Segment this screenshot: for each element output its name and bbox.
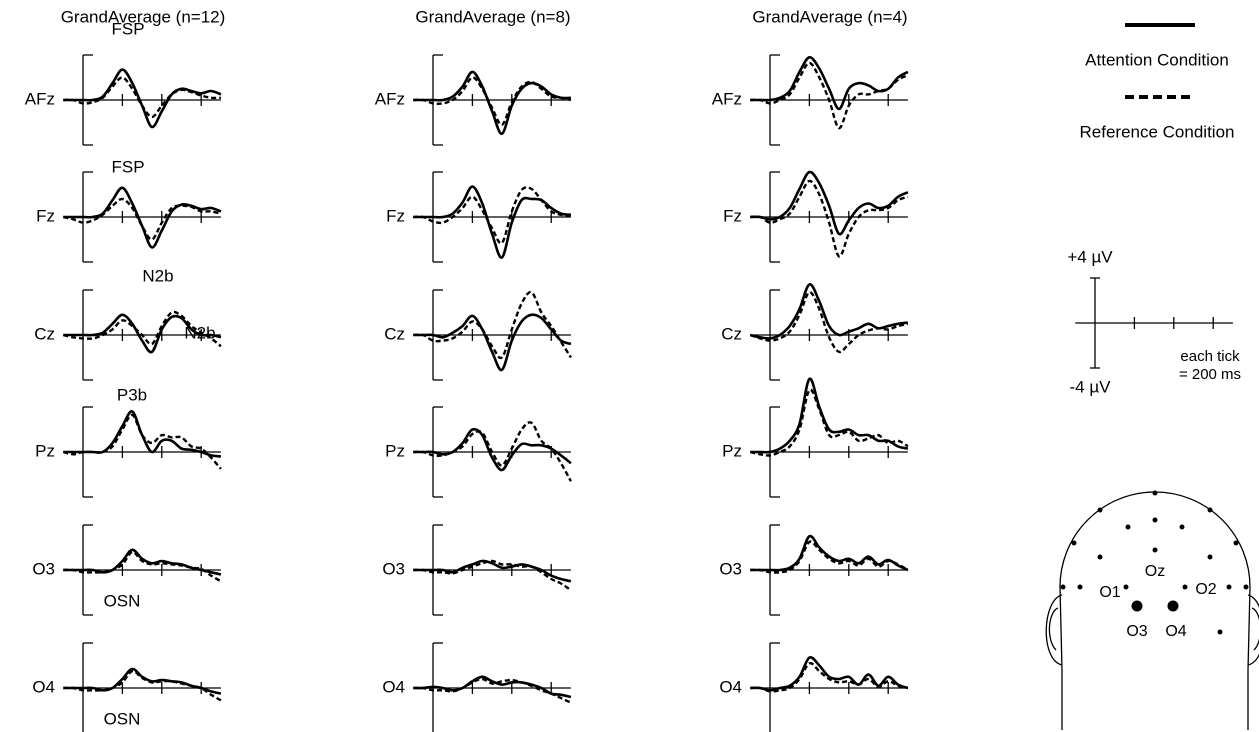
- waveform: [63, 667, 222, 695]
- channel-label: O3: [382, 559, 405, 578]
- waveform: [413, 559, 572, 583]
- waveform: [62, 413, 222, 470]
- left-ear: [1045, 594, 1063, 666]
- waveform: [750, 179, 909, 258]
- waveform: [63, 186, 222, 249]
- legend-label: Attention Condition: [1085, 50, 1229, 69]
- scale-note: = 200 ms: [1179, 366, 1241, 383]
- waveform: [63, 410, 222, 458]
- electrode-label: O4: [1165, 623, 1186, 640]
- waveform: [413, 70, 571, 136]
- waveform: [63, 310, 222, 348]
- waveform: [749, 291, 909, 354]
- electrode-label: Oz: [1145, 563, 1165, 580]
- channel-label: Pz: [722, 441, 742, 460]
- channel-label: AFz: [712, 89, 742, 108]
- channel-label: AFz: [375, 89, 405, 108]
- electrode-label: O1: [1099, 584, 1120, 601]
- waveform: [413, 421, 572, 482]
- component-label: FSP: [111, 19, 144, 38]
- channel-label: O3: [32, 559, 55, 578]
- channel-label: Cz: [34, 324, 55, 343]
- electrode-label: O3: [1126, 623, 1147, 640]
- channel-label: O4: [719, 677, 742, 696]
- column-title: GrandAverage (n=12): [61, 7, 226, 26]
- waveform: [63, 197, 222, 241]
- waveform: [63, 669, 222, 702]
- waveform: [750, 56, 909, 111]
- waveform: [413, 427, 572, 472]
- waveform: [750, 534, 909, 572]
- waveform: [750, 170, 909, 236]
- channel-label: Cz: [384, 324, 405, 343]
- head-diagram: [1045, 491, 1259, 730]
- channel-label: O4: [32, 677, 55, 696]
- scale-note: each tick: [1180, 348, 1240, 365]
- channel-label: AFz: [25, 89, 55, 108]
- waveform: [63, 68, 222, 129]
- waveform: [750, 377, 909, 454]
- waveform: [750, 661, 909, 693]
- electrode-label: O2: [1195, 581, 1216, 598]
- component-label: N2b: [142, 266, 173, 285]
- column-title: GrandAverage (n=4): [752, 7, 907, 26]
- waveform: [750, 540, 909, 574]
- waveform: [750, 656, 909, 692]
- waveform: [63, 550, 222, 583]
- waveform: [413, 677, 572, 704]
- waveform: [63, 76, 221, 119]
- channel-label: O4: [382, 677, 405, 696]
- waveform: [413, 186, 572, 245]
- scale-y-label: +4 µV: [1067, 247, 1113, 266]
- waveform: [413, 290, 572, 360]
- waveform: [413, 313, 572, 372]
- channel-label: Cz: [721, 324, 742, 343]
- right-ear: [1247, 594, 1259, 666]
- channel-label: O3: [719, 559, 742, 578]
- component-label: N2b: [184, 323, 215, 342]
- column-title: GrandAverage (n=8): [415, 7, 570, 26]
- waveform: [749, 283, 909, 340]
- channel-label: Fz: [386, 206, 405, 225]
- component-label: FSP: [111, 157, 144, 176]
- channel-label: Pz: [35, 441, 55, 460]
- channel-label: Fz: [36, 206, 55, 225]
- scale-y-label: -4 µV: [1070, 377, 1112, 396]
- waveform: [750, 388, 909, 457]
- legend-label: Reference Condition: [1080, 122, 1235, 141]
- channel-label: Pz: [385, 441, 405, 460]
- waveform: [413, 76, 572, 126]
- component-label: OSN: [104, 709, 141, 728]
- waveform: [413, 559, 572, 592]
- head-outline: [1059, 491, 1251, 730]
- component-label: OSN: [104, 591, 141, 610]
- waveform: [750, 61, 909, 130]
- component-label: P3b: [117, 385, 147, 404]
- waveform: [413, 675, 572, 699]
- electrode-dots: [1060, 490, 1249, 635]
- channel-label: Fz: [723, 206, 742, 225]
- waveform: [63, 313, 222, 354]
